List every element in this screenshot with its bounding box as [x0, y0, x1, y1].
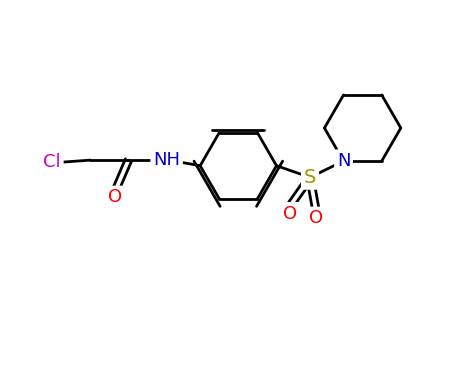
Text: O: O [283, 205, 297, 223]
Text: O: O [309, 209, 323, 227]
Text: N: N [337, 152, 350, 170]
Text: S: S [304, 168, 316, 187]
Text: NH: NH [153, 151, 180, 169]
Text: Cl: Cl [43, 154, 61, 171]
Text: O: O [109, 188, 123, 206]
